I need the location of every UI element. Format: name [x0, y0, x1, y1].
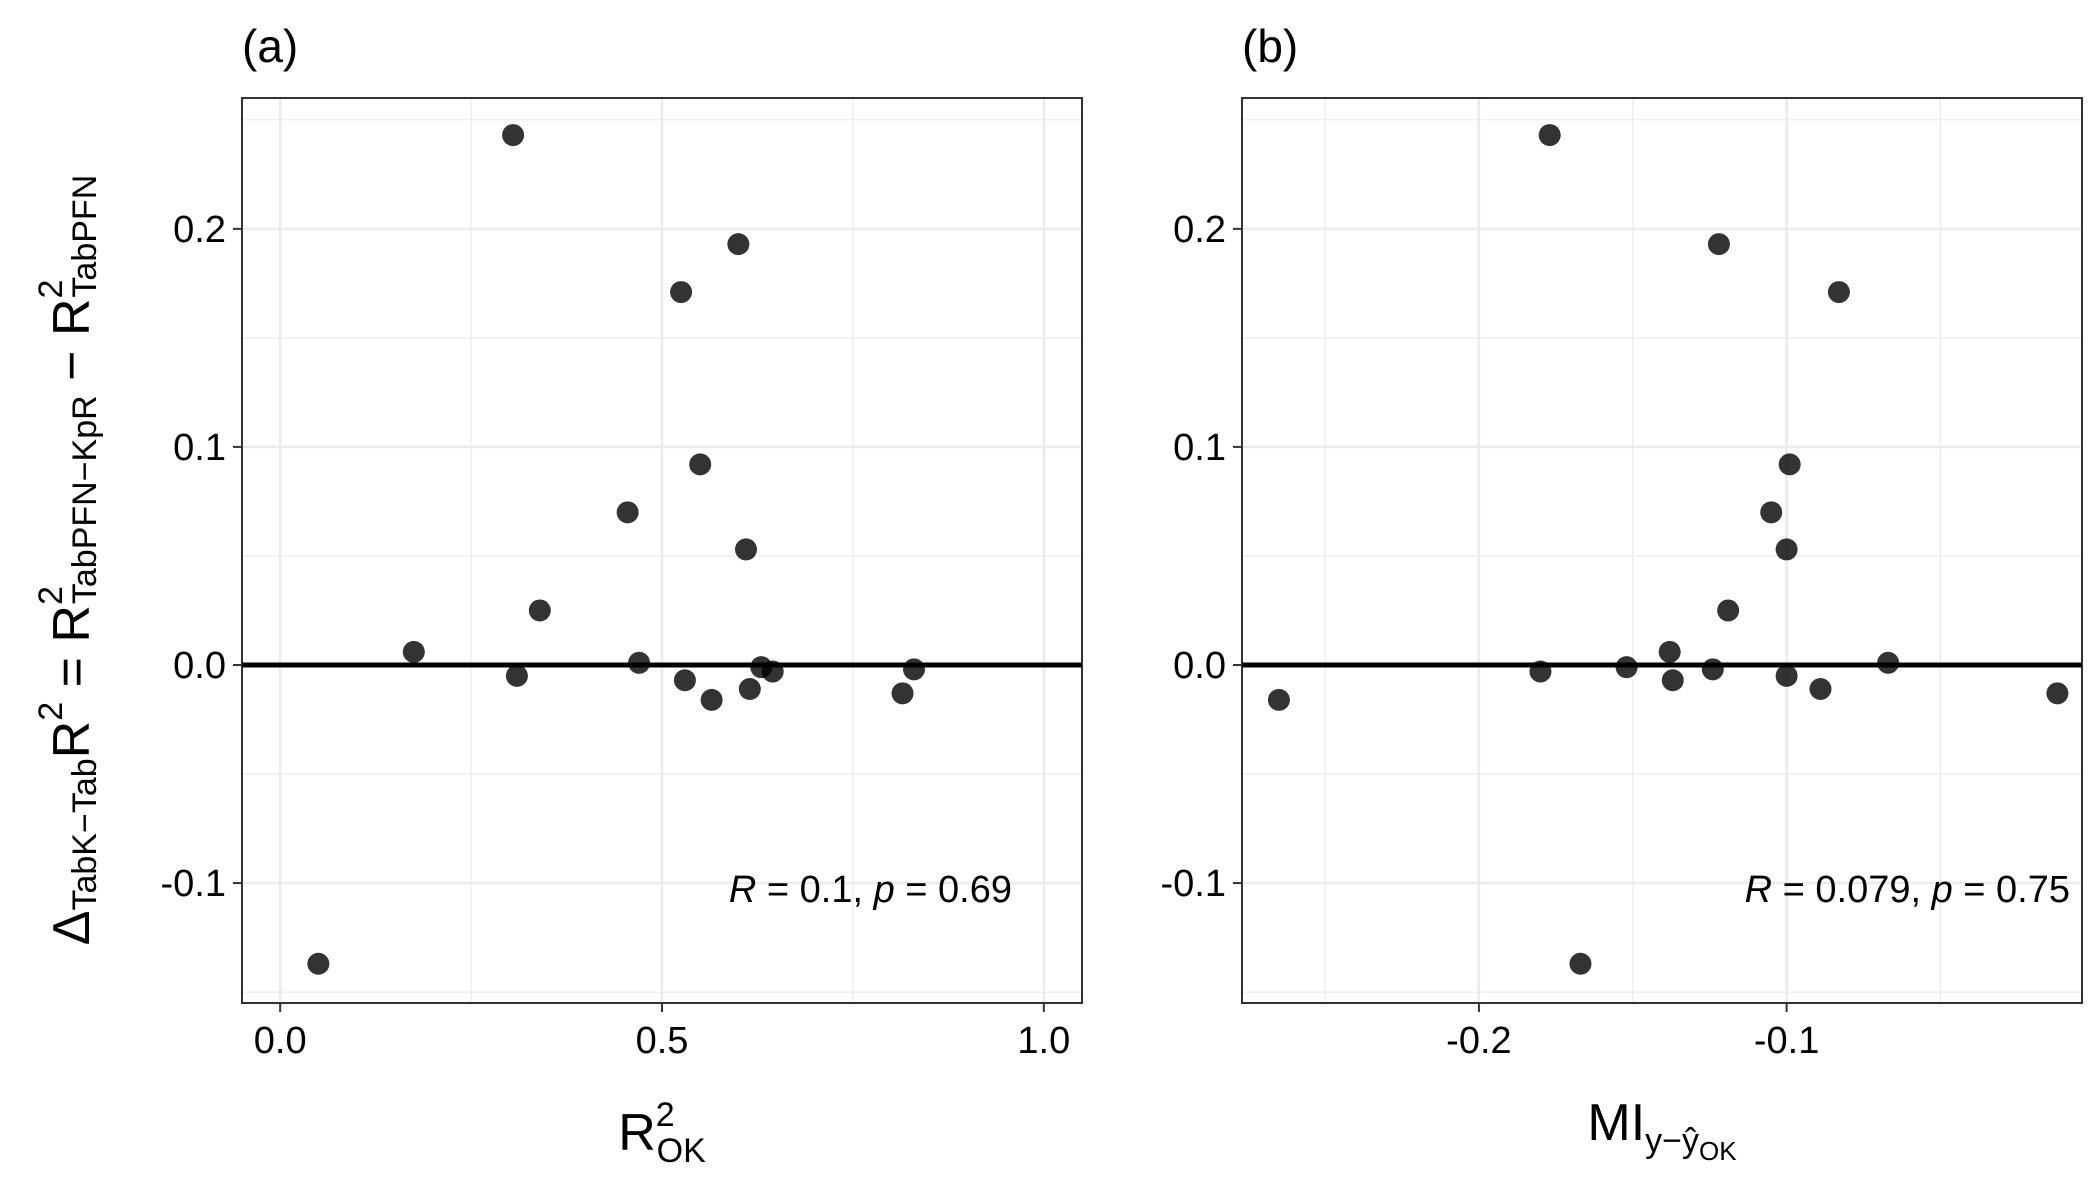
point-b-4: [1615, 656, 1638, 679]
y-tick-label-b-1: 0.0: [1173, 645, 1226, 687]
panel-b-border: [1241, 97, 2083, 1004]
point-b-1: [1529, 660, 1552, 683]
y-tick-label-b-0: -0.1: [1161, 863, 1226, 905]
x-tick-label-b-0: -0.2: [1446, 1020, 1511, 1062]
panel-a-grid: [242, 98, 1082, 1003]
x-tick-label-a-0: 0.0: [254, 1020, 307, 1062]
point-a-9: [689, 453, 712, 476]
point-a-0: [307, 952, 330, 975]
point-b-15: [1827, 281, 1850, 304]
y-tick-label-a-0: -0.1: [161, 863, 226, 905]
y-tick-label-a-3: 0.2: [173, 209, 226, 251]
point-a-11: [727, 233, 750, 256]
y-axis-title: ΔTabK−TabR2 = R2TabPFN−KpR − R2TabPFN: [32, 175, 104, 946]
point-b-16: [1877, 651, 1900, 674]
point-a-17: [903, 658, 925, 681]
point-b-10: [1760, 501, 1783, 524]
point-b-9: [1717, 599, 1740, 622]
point-a-6: [628, 651, 651, 674]
y-tick-label-b-2: 0.1: [1173, 427, 1226, 469]
point-b-8: [1707, 233, 1730, 256]
point-b-6: [1661, 669, 1684, 692]
point-b-0: [1267, 688, 1290, 711]
point-b-11: [1775, 538, 1798, 561]
point-b-13: [1778, 453, 1801, 476]
point-a-5: [616, 501, 639, 524]
point-a-7: [670, 281, 693, 304]
annotation-a: R = 0.1, p = 0.69: [729, 869, 1012, 911]
panel-a: (a) -0.1 0.0 0.1 0.2 0.0 0.5 1.0 R = 0.1, p =…: [161, 20, 1083, 1170]
x-tick-label-b-1: -0.1: [1754, 1020, 1819, 1062]
point-a-13: [738, 677, 761, 700]
point-a-1: [402, 640, 425, 663]
point-a-15: [761, 660, 784, 683]
x-tick-label-a-2: 1.0: [1017, 1020, 1070, 1062]
x-tick-label-a-1: 0.5: [636, 1020, 689, 1062]
y-tick-label-a-2: 0.1: [173, 427, 226, 469]
x-axis-title-b: MIy−ŷOK: [1587, 1094, 1737, 1166]
point-b-14: [1809, 677, 1832, 700]
panel-label-a: (a): [242, 20, 298, 72]
panel-label-b: (b): [1242, 20, 1298, 72]
point-a-2: [502, 124, 525, 147]
y-tick-label-a-1: 0.0: [173, 645, 226, 687]
point-a-12: [735, 538, 757, 561]
point-a-16: [891, 682, 914, 705]
point-b-7: [1701, 658, 1724, 681]
x-axis-title-a: R2 OK: [618, 1096, 706, 1170]
point-b-3: [1569, 952, 1592, 975]
annotation-b: R = 0.079, p = 0.75: [1745, 869, 2070, 911]
y-tick-label-b-3: 0.2: [1173, 209, 1226, 251]
panel-b: (b) -0.1 0.0 0.1 0.2 -0.2 -0.1 R = 0.079, p …: [1161, 20, 2083, 1166]
point-b-2: [1538, 124, 1561, 147]
point-b-17: [2046, 682, 2069, 705]
point-a-8: [673, 669, 696, 692]
point-a-4: [528, 599, 551, 622]
point-b-5: [1658, 640, 1681, 663]
panel-b-grid: [1242, 98, 2082, 1003]
point-a-10: [700, 688, 723, 711]
point-b-12: [1775, 664, 1798, 687]
point-a-3: [505, 664, 528, 687]
